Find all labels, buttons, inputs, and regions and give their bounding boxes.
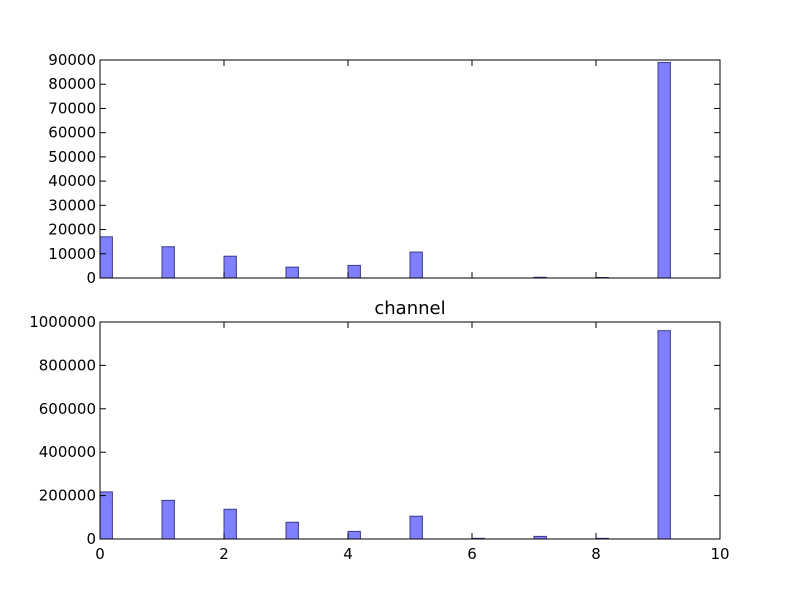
y-tick-label: 60000 (48, 124, 96, 142)
y-tick-label: 70000 (48, 99, 96, 117)
y-tick-label: 90000 (48, 51, 96, 69)
x-tick-label: 0 (95, 545, 105, 563)
histogram-bar (99, 491, 113, 540)
chart-title: channel (374, 298, 445, 319)
histogram-bar (285, 266, 299, 279)
y-tick-label: 80000 (48, 75, 96, 93)
x-tick-label: 10 (710, 545, 729, 563)
y-tick-label: 200000 (39, 487, 96, 505)
histogram-bar (161, 246, 175, 279)
x-tick-label: 4 (343, 545, 353, 563)
histogram-bar (409, 515, 423, 540)
histogram-bar (285, 521, 299, 540)
histogram-bar (223, 255, 237, 279)
x-tick-label: 6 (467, 545, 477, 563)
x-tick-label: 2 (219, 545, 229, 563)
y-tick-label: 1000000 (29, 313, 96, 331)
y-tick-label: 0 (86, 530, 96, 548)
histogram-bar (223, 508, 237, 540)
y-tick-label: 0 (86, 269, 96, 287)
top-chart-panel: 0 10000 20000 30000 40000 50000 60000 70000 8000… (48, 51, 721, 287)
histogram-bar (409, 251, 423, 279)
histogram-bar (347, 264, 361, 279)
histogram-bar (657, 330, 671, 540)
histogram-bar (657, 61, 671, 279)
bottom-chart-panel: 0 200000 400000 600000 800000 1000000 0 2 4 6 8 10 c… (29, 298, 729, 563)
y-tick-label: 20000 (48, 221, 96, 239)
histogram-bar (161, 499, 175, 540)
axes-frame (99, 321, 721, 540)
y-tick-label: 30000 (48, 196, 96, 214)
y-tick-label: 40000 (48, 172, 96, 190)
histogram-bar (99, 236, 113, 279)
y-tick-label: 400000 (39, 443, 96, 461)
x-tick-label: 8 (591, 545, 601, 563)
y-tick-label: 800000 (39, 356, 96, 374)
y-tick-label: 600000 (39, 400, 96, 418)
y-tick-label: 10000 (48, 245, 96, 263)
histogram-bar (347, 530, 361, 540)
axes-frame (99, 59, 721, 279)
y-tick-label: 50000 (48, 148, 96, 166)
